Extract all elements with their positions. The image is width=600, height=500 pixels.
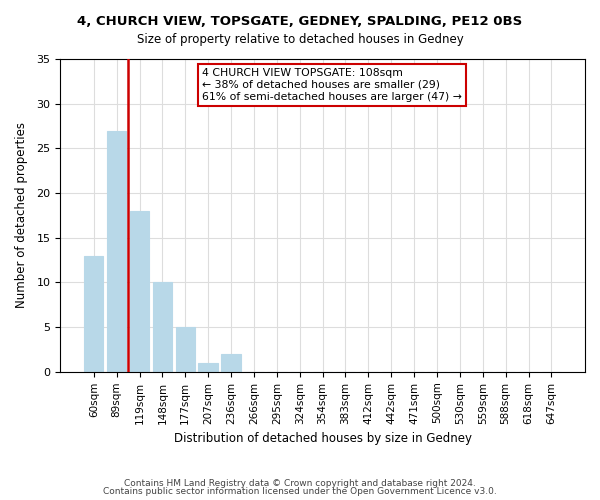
Bar	[199, 363, 218, 372]
Bar	[84, 256, 103, 372]
Bar	[152, 282, 172, 372]
X-axis label: Distribution of detached houses by size in Gedney: Distribution of detached houses by size …	[173, 432, 472, 445]
Bar	[130, 211, 149, 372]
Bar	[176, 327, 195, 372]
Text: Contains public sector information licensed under the Open Government Licence v3: Contains public sector information licen…	[103, 487, 497, 496]
Text: 4 CHURCH VIEW TOPSGATE: 108sqm
← 38% of detached houses are smaller (29)
61% of : 4 CHURCH VIEW TOPSGATE: 108sqm ← 38% of …	[202, 68, 462, 102]
Bar	[107, 130, 127, 372]
Text: 4, CHURCH VIEW, TOPSGATE, GEDNEY, SPALDING, PE12 0BS: 4, CHURCH VIEW, TOPSGATE, GEDNEY, SPALDI…	[77, 15, 523, 28]
Y-axis label: Number of detached properties: Number of detached properties	[15, 122, 28, 308]
Bar	[221, 354, 241, 372]
Text: Contains HM Land Registry data © Crown copyright and database right 2024.: Contains HM Land Registry data © Crown c…	[124, 478, 476, 488]
Text: Size of property relative to detached houses in Gedney: Size of property relative to detached ho…	[137, 32, 463, 46]
